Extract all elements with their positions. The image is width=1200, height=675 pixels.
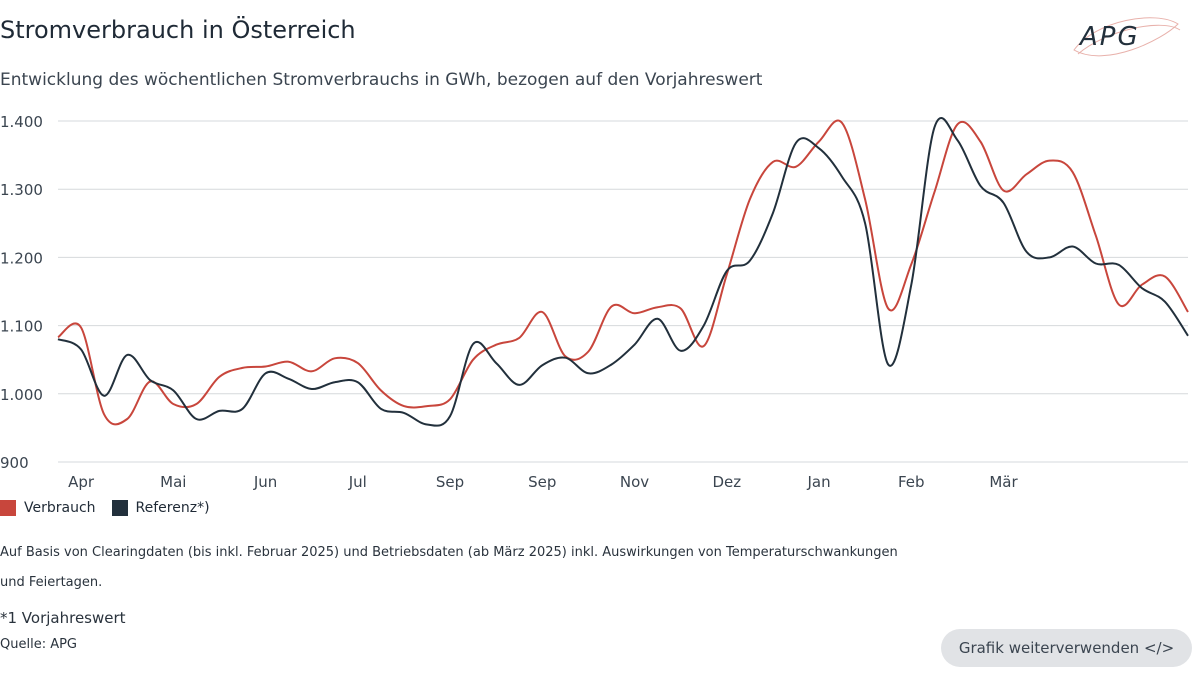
- x-tick-label: Jun: [253, 473, 277, 491]
- footnote: *1 Vorjahreswert: [0, 609, 126, 627]
- logo-text: APG: [1080, 22, 1140, 52]
- x-tick-label: Sep: [528, 473, 556, 491]
- grid-lines: [58, 120, 1188, 463]
- legend-swatch-referenz: [111, 500, 128, 516]
- source-label: Quelle: APG: [0, 637, 78, 652]
- legend-item-verbrauch: Verbrauch: [0, 500, 96, 516]
- logo-swoosh-icon: [1073, 17, 1181, 57]
- y-tick-labels: 900 1.000 1.100 1.200 1.300 1.400: [0, 113, 43, 472]
- data-basis-note: Auf Basis von Clearingdaten (bis inkl. F…: [0, 545, 898, 560]
- x-tick-labels: Apr Mai Jun Jul Sep Sep Nov Dez Jan Feb Mär: [68, 473, 1018, 491]
- chart-legend: Verbrauch Referenz*): [0, 500, 210, 516]
- x-tick-label: Jul: [348, 473, 367, 491]
- series-lines: [57, 117, 1189, 427]
- legend-label-referenz: Referenz*): [135, 500, 210, 516]
- x-tick-label: Mär: [989, 473, 1018, 491]
- legend-label-verbrauch: Verbrauch: [24, 500, 96, 516]
- data-basis-note-continued: und Feiertagen.: [0, 575, 103, 590]
- y-tick-label: 1.300: [0, 181, 43, 199]
- series-line-verbrauch: [57, 119, 1189, 426]
- y-tick-label: 1.000: [0, 386, 43, 404]
- legend-item-referenz: Referenz*): [111, 500, 210, 516]
- x-tick-label: Sep: [436, 473, 464, 491]
- reuse-graphic-button[interactable]: Grafik weiterverwenden </>: [941, 629, 1192, 667]
- y-tick-label: 1.200: [0, 249, 43, 267]
- series-line-referenz: [57, 117, 1189, 427]
- chart-subtitle: Entwicklung des wöchentlichen Stromverbr…: [0, 70, 763, 90]
- page-title: Stromverbrauch in Österreich: [0, 16, 356, 44]
- x-tick-label: Apr: [68, 473, 95, 491]
- apg-logo: APG: [1066, 10, 1186, 66]
- y-tick-label: 900: [0, 454, 29, 472]
- x-tick-label: Mai: [160, 473, 186, 491]
- x-tick-label: Feb: [898, 473, 925, 491]
- legend-swatch-verbrauch: [0, 500, 16, 516]
- x-tick-label: Dez: [712, 473, 741, 491]
- x-tick-label: Nov: [620, 473, 649, 491]
- y-tick-label: 1.100: [0, 318, 43, 336]
- x-tick-label: Jan: [806, 473, 830, 491]
- consumption-chart: 900 1.000 1.100 1.200 1.300 1.400 Apr Mai Jun Ju…: [0, 113, 1189, 491]
- y-tick-label: 1.400: [0, 113, 43, 131]
